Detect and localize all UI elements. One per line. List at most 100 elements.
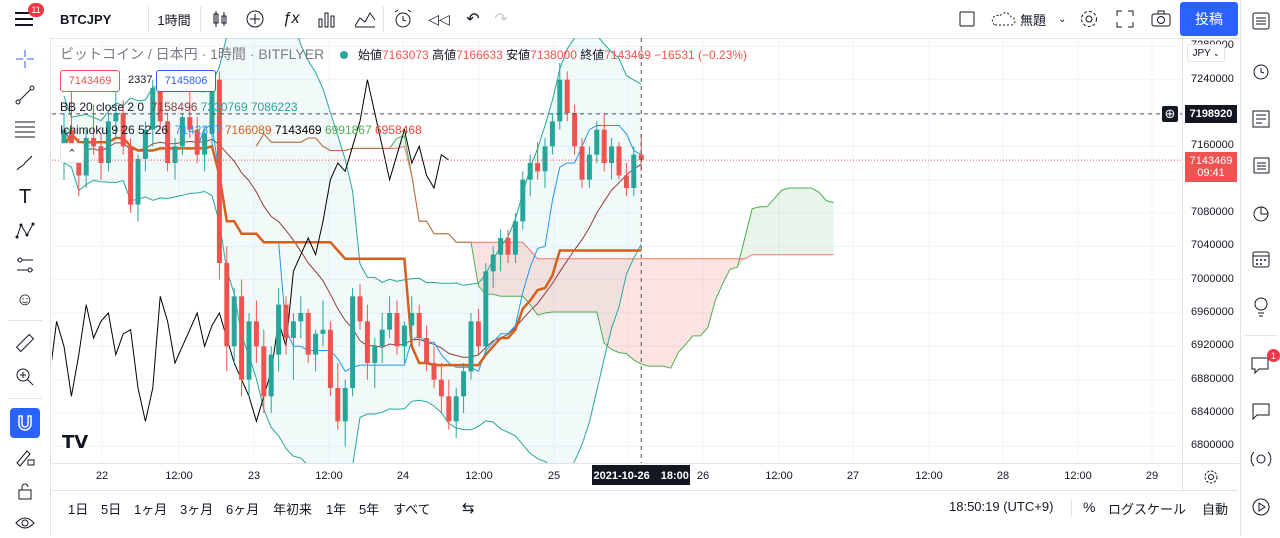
candle bbox=[194, 117, 200, 163]
layout-button[interactable]: 無題 ⌄ bbox=[990, 4, 1070, 34]
fullscreen-select-button[interactable] bbox=[952, 4, 982, 34]
log-scale-toggle[interactable]: ログスケール bbox=[1108, 502, 1187, 517]
range-button[interactable]: 6ヶ月 bbox=[226, 502, 260, 517]
candle bbox=[187, 88, 193, 138]
help-button[interactable] bbox=[1246, 444, 1276, 474]
prediction-tool[interactable] bbox=[10, 250, 40, 280]
interval-button[interactable]: 1時間 bbox=[157, 12, 191, 28]
text-tool[interactable]: T bbox=[10, 182, 40, 212]
calendar-button[interactable] bbox=[1246, 244, 1276, 274]
data-window-button[interactable] bbox=[1246, 104, 1276, 134]
settings-button[interactable] bbox=[1074, 4, 1104, 34]
undo-button[interactable]: ↶ bbox=[460, 4, 486, 34]
range-button[interactable]: 3ヶ月 bbox=[180, 502, 214, 517]
candles-group bbox=[61, 63, 644, 447]
candle bbox=[490, 246, 496, 288]
lock-tool[interactable] bbox=[10, 476, 40, 506]
play-button[interactable] bbox=[1246, 492, 1276, 522]
candle-body bbox=[490, 254, 496, 272]
brush-tool[interactable] bbox=[10, 148, 40, 178]
candle bbox=[202, 129, 208, 172]
timezone-button[interactable]: 18:50:19 (UTC+9) bbox=[949, 499, 1054, 514]
range-button[interactable]: 5日 bbox=[101, 502, 122, 517]
candle-body bbox=[335, 388, 341, 422]
watchlist-button[interactable] bbox=[1246, 6, 1276, 36]
buy-button[interactable]: 7145806 bbox=[156, 70, 216, 92]
axis-settings-button[interactable] bbox=[1182, 463, 1239, 490]
chart-type-button[interactable] bbox=[205, 4, 235, 34]
redo-button[interactable]: ↷ bbox=[488, 4, 514, 34]
icon-tool[interactable]: ☺ bbox=[10, 284, 40, 314]
ideas-button[interactable] bbox=[1246, 292, 1276, 322]
snapshot-button[interactable] bbox=[1146, 4, 1176, 34]
candle-body bbox=[498, 238, 504, 255]
range-button[interactable]: 1日 bbox=[68, 502, 89, 517]
news-button[interactable] bbox=[1246, 150, 1276, 180]
high-label: 高値 bbox=[432, 48, 457, 62]
candle-body bbox=[76, 154, 82, 176]
percent-toggle[interactable]: % bbox=[1083, 499, 1096, 515]
candle-body bbox=[113, 113, 119, 122]
range-button[interactable]: 1ヶ月 bbox=[134, 502, 168, 517]
zoom-tool[interactable] bbox=[10, 362, 40, 392]
compare-button[interactable] bbox=[240, 4, 270, 34]
goto-date-button[interactable]: ⇆ bbox=[462, 499, 475, 517]
time-axis[interactable]: 22 12:00 23 12:00 24 12:00 25 12:00 26 12:00 27 12:… bbox=[52, 463, 1182, 490]
menu-button[interactable] bbox=[10, 4, 40, 34]
templates-button[interactable] bbox=[350, 4, 380, 34]
sell-button[interactable]: 7143469 bbox=[60, 70, 120, 92]
candle-body bbox=[372, 346, 378, 363]
range-button[interactable]: 1年 bbox=[326, 502, 347, 517]
replay-button[interactable]: ◁◁ bbox=[424, 4, 454, 34]
ichimoku-legend[interactable]: Ichimoku 9 26 52 26 7142377 7166089 7143… bbox=[60, 123, 422, 137]
publish-button[interactable]: 投稿 bbox=[1180, 2, 1238, 36]
price-tick: 7240000 bbox=[1191, 72, 1234, 85]
magnet-tool[interactable] bbox=[10, 408, 40, 438]
pattern-tool[interactable] bbox=[10, 216, 40, 246]
trendline-tool[interactable] bbox=[10, 80, 40, 110]
chart-legend-title[interactable]: ビットコイン / 日本円 · 1時間 · BITFLYER 始値7163073 … bbox=[60, 44, 747, 64]
alerts-button[interactable] bbox=[1246, 56, 1276, 86]
hotlist-button[interactable] bbox=[1246, 198, 1276, 228]
currency-selector[interactable]: JPY ⌄ bbox=[1187, 44, 1225, 62]
add-alert-plus-button[interactable]: ⊕ bbox=[1162, 105, 1178, 122]
tradingview-logo[interactable]: 𝗧𝗩 bbox=[62, 432, 89, 452]
candle-body bbox=[283, 304, 289, 338]
fullscreen-button[interactable] bbox=[1110, 4, 1140, 34]
stay-drawing-tool[interactable] bbox=[10, 442, 40, 472]
crosshair-tool[interactable] bbox=[10, 44, 40, 74]
candle-body bbox=[461, 371, 467, 397]
auto-scale-toggle[interactable]: 自動 bbox=[1202, 502, 1229, 517]
range-button[interactable]: 年初来 bbox=[273, 502, 313, 517]
ichimoku-lagging-value: 7143469 bbox=[274, 123, 322, 137]
bb-legend[interactable]: BB 20 close 2 0 7158496 7230769 7086223 bbox=[60, 100, 298, 114]
time-tick: 23 bbox=[247, 470, 261, 482]
candle bbox=[579, 138, 585, 188]
speech-bubble-icon bbox=[1252, 403, 1270, 421]
indicators-button[interactable]: ƒx bbox=[276, 4, 306, 34]
price-chart[interactable] bbox=[0, 2, 1182, 483]
calendar-arrow-icon: ⇆ bbox=[462, 500, 475, 517]
price-axis[interactable]: 7280000724000072000007160000712000070800… bbox=[1182, 38, 1239, 463]
plus-circle-icon bbox=[246, 10, 264, 28]
range-button[interactable]: すべて bbox=[393, 502, 431, 517]
candle-body bbox=[512, 221, 518, 255]
candle bbox=[120, 100, 126, 155]
hide-tool[interactable] bbox=[10, 508, 40, 538]
chart-pane[interactable]: ビットコイン / 日本円 · 1時間 · BITFLYER 始値7163073 … bbox=[0, 2, 1182, 483]
collapse-legend-button[interactable]: ⌃ bbox=[60, 143, 84, 163]
candle-body bbox=[557, 79, 563, 122]
fib-tool[interactable] bbox=[10, 114, 40, 144]
layout-name: 無題 bbox=[1020, 12, 1047, 28]
range-button[interactable]: 5年 bbox=[359, 502, 380, 517]
price-tick: 7160000 bbox=[1191, 139, 1234, 152]
alert-button[interactable] bbox=[388, 4, 418, 34]
measure-tool[interactable] bbox=[10, 328, 40, 358]
candle bbox=[416, 304, 422, 347]
candle-body bbox=[424, 338, 430, 363]
symbol-search[interactable]: BTCJPY bbox=[60, 11, 112, 27]
stream-button[interactable] bbox=[1246, 396, 1276, 426]
alarm-clock-icon bbox=[394, 9, 412, 28]
financials-button[interactable] bbox=[312, 4, 342, 34]
candle bbox=[446, 379, 452, 430]
